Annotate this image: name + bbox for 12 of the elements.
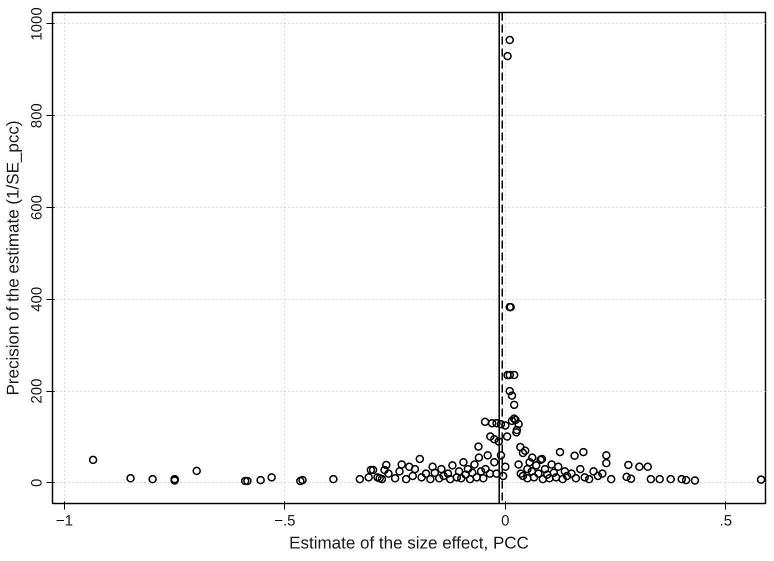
x-axis-title: Estimate of the size effect, PCC (289, 534, 529, 552)
y-tick-label: 600 (28, 195, 46, 220)
y-tick-label: 200 (28, 378, 46, 404)
y-tick-label: 400 (28, 286, 46, 312)
x-tick-label: −.5 (274, 512, 296, 530)
y-tick-label: 1000 (28, 7, 46, 41)
y-axis-title: Precision of the estimate (1/SE_pcc) (4, 120, 22, 396)
y-tick-label: 0 (28, 478, 46, 488)
y-tick-label: 800 (28, 103, 46, 128)
x-tick-label: .5 (720, 512, 732, 530)
x-tick-label: 0 (501, 512, 510, 530)
x-tick-label: −1 (56, 512, 73, 530)
